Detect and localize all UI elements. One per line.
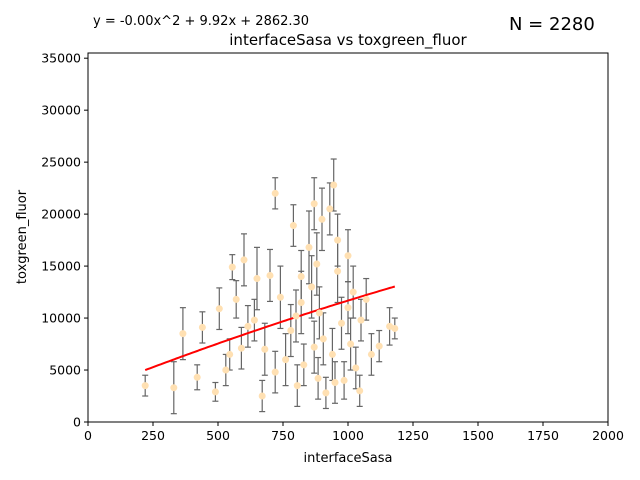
data-point (293, 382, 301, 390)
x-tick-label: 250 (141, 428, 165, 443)
data-point (237, 344, 245, 352)
data-point (344, 304, 352, 312)
x-axis-label: interfaceSasa (304, 451, 393, 466)
data-point (326, 205, 334, 213)
plot-area (141, 158, 399, 415)
data-point (287, 327, 295, 335)
data-point (258, 392, 266, 400)
x-tick-label: 750 (271, 428, 295, 443)
data-point (391, 324, 399, 332)
data-point (319, 335, 327, 343)
data-point (141, 382, 149, 390)
data-point (310, 343, 318, 351)
data-point (271, 368, 279, 376)
fit-equation: y = -0.00x^2 + 9.92x + 2862.30 (93, 14, 309, 29)
data-point (330, 181, 338, 189)
y-tick-label: 5000 (49, 363, 81, 378)
data-point (300, 361, 308, 369)
data-point (289, 222, 297, 230)
data-point (222, 366, 230, 374)
data-point (305, 243, 313, 251)
data-point (271, 189, 279, 197)
data-point (356, 387, 364, 395)
fit-line-group (144, 285, 396, 372)
y-axis: 0 5000 10000 15000 20000 25000 30000 35000 (41, 51, 88, 430)
data-point (211, 388, 219, 396)
x-tick-label: 1500 (462, 428, 494, 443)
data-point (226, 350, 234, 358)
data-point (198, 323, 206, 331)
data-point (349, 288, 357, 296)
data-point (266, 271, 274, 279)
data-point (331, 379, 339, 387)
data-point (375, 342, 383, 350)
data-point (334, 267, 342, 275)
y-tick-label: 0 (73, 415, 81, 430)
data-point (344, 252, 352, 260)
data-point (179, 330, 187, 338)
y-tick-label: 25000 (41, 155, 81, 170)
data-point (253, 275, 261, 283)
chart-title: interfaceSasa vs toxgreen_fluor (229, 31, 467, 50)
data-point (315, 309, 323, 317)
x-tick-label: 1750 (527, 428, 559, 443)
data-point (282, 356, 290, 364)
y-tick-label: 15000 (41, 259, 81, 274)
data-point (308, 283, 316, 291)
data-point (352, 364, 360, 372)
data-point (170, 384, 178, 392)
data-point (310, 200, 318, 208)
x-tick-label: 0 (84, 428, 92, 443)
data-point (340, 376, 348, 384)
y-tick-label: 10000 (41, 311, 81, 326)
data-point (362, 295, 370, 303)
y-axis-label: toxgreen_fluor (15, 189, 30, 284)
data-points (141, 181, 399, 400)
data-point (244, 322, 252, 330)
data-point (292, 312, 300, 320)
data-point (297, 298, 305, 306)
data-point (318, 215, 326, 223)
data-point (228, 263, 236, 271)
data-point (357, 316, 365, 324)
data-point (338, 319, 345, 327)
y-tick-label: 35000 (41, 51, 81, 66)
x-axis: 0 250 500 750 1000 1250 1500 1750 2000 (84, 422, 624, 443)
y-tick-label: 20000 (41, 207, 81, 222)
data-point (215, 305, 223, 313)
x-tick-label: 1000 (332, 428, 364, 443)
x-tick-label: 1250 (397, 428, 429, 443)
data-point (328, 350, 336, 358)
data-point (232, 295, 240, 303)
data-point (250, 316, 258, 324)
data-point (297, 272, 305, 280)
y-tick-label: 30000 (41, 103, 81, 118)
data-point (347, 340, 355, 348)
data-point (261, 345, 269, 353)
data-point (240, 256, 248, 264)
data-point (276, 293, 284, 301)
data-point (322, 389, 330, 397)
count-label: N = 2280 (509, 14, 595, 35)
x-tick-label: 2000 (592, 428, 624, 443)
data-point (313, 260, 321, 268)
x-tick-label: 500 (206, 428, 230, 443)
data-point (334, 236, 342, 244)
data-point (314, 374, 322, 382)
data-point (367, 350, 375, 358)
data-point (193, 373, 201, 381)
fit-line (144, 285, 396, 372)
